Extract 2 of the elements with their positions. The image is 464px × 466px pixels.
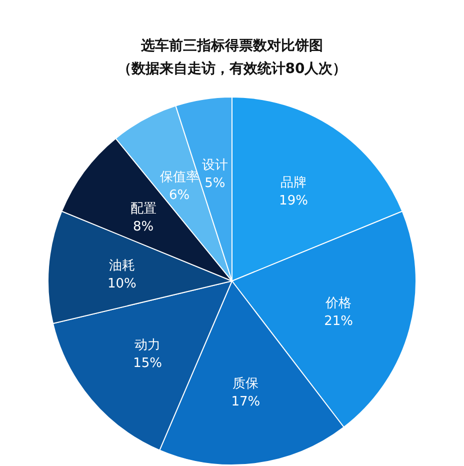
chart-title: 选车前三指标得票数对比饼图 [140, 37, 323, 54]
chart-subtitle: （数据来自走访，有效统计80人次） [117, 60, 347, 77]
